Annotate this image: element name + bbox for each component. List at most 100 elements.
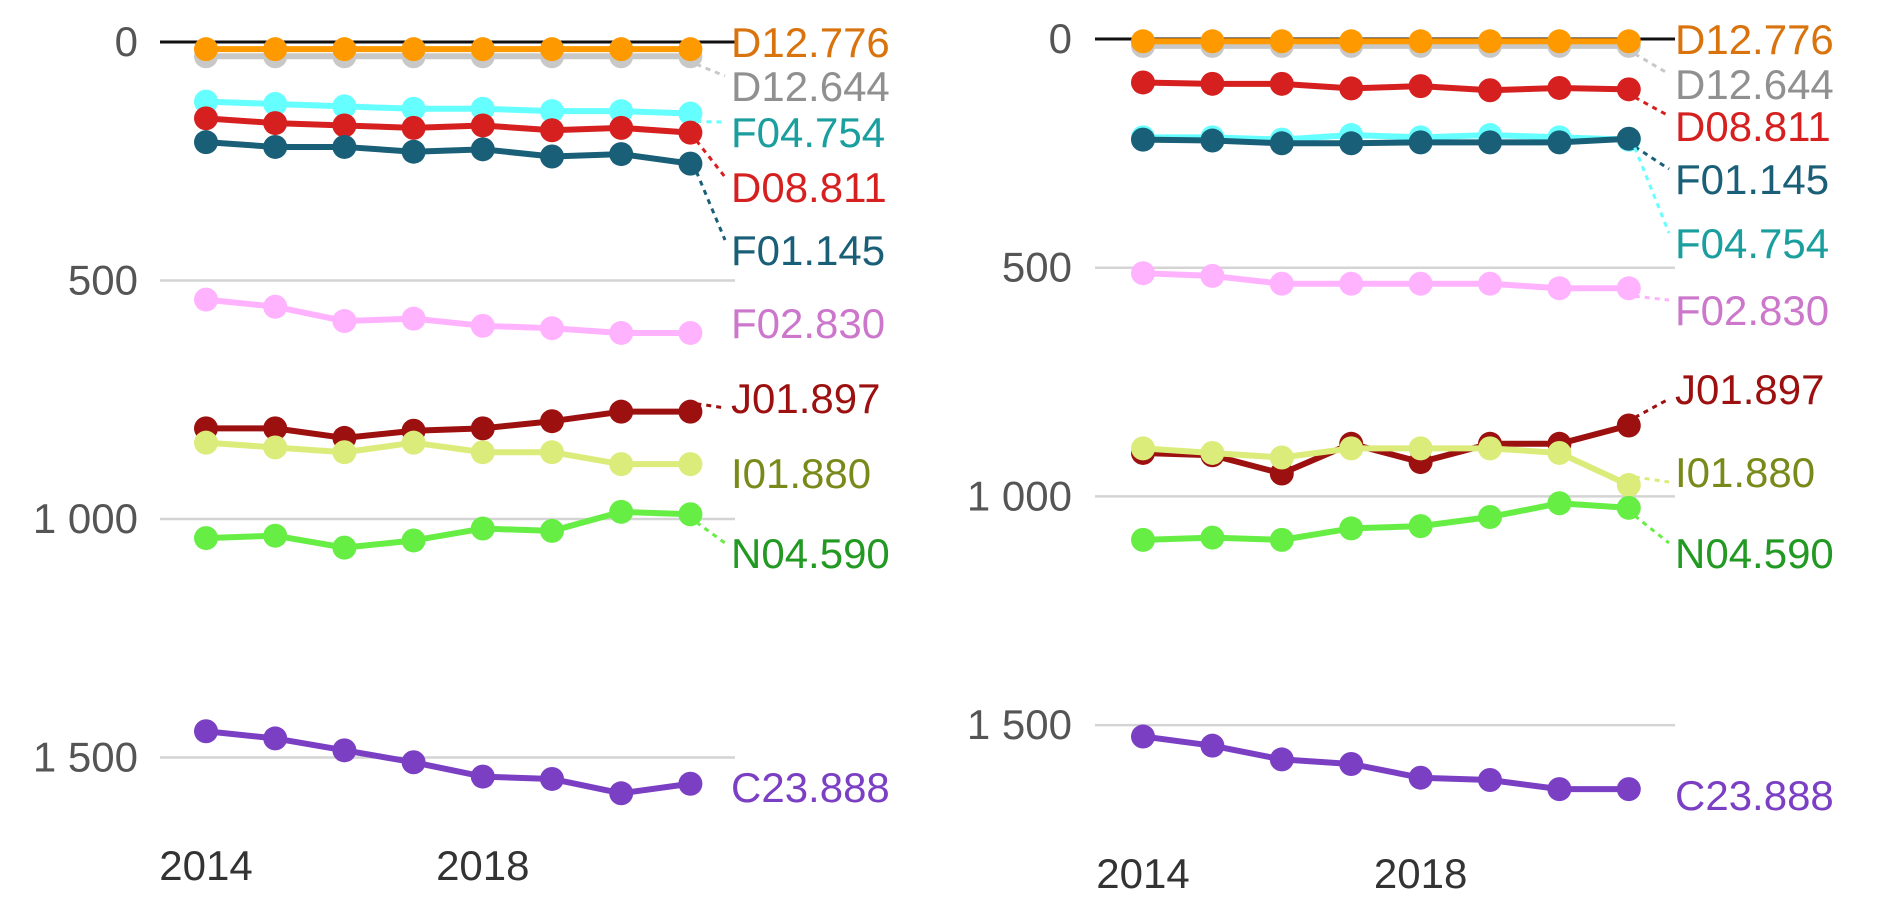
label-leader-line — [1633, 145, 1670, 171]
data-point — [470, 37, 495, 62]
data-point — [401, 96, 426, 121]
series-end-label: D08.811 — [731, 164, 887, 211]
data-point — [540, 99, 564, 124]
data-point — [470, 416, 495, 441]
chart-panel-2: 0 500 1 000 1 500 2014 2018 D12.776D12.644D08.… — [967, 15, 1834, 897]
data-point — [1269, 747, 1294, 772]
data-point — [1200, 525, 1225, 550]
series-I01.880 — [1131, 436, 1641, 497]
data-point — [401, 430, 426, 455]
data-point — [609, 399, 634, 424]
data-point — [1131, 29, 1155, 54]
data-point — [1269, 527, 1294, 552]
series-F02.830 — [194, 287, 703, 345]
label-leader-line — [695, 521, 726, 545]
data-point — [263, 111, 288, 136]
label-leader-line — [1634, 397, 1670, 419]
data-point — [609, 499, 634, 524]
data-point — [263, 294, 288, 319]
data-point — [678, 452, 703, 477]
data-point — [263, 92, 288, 117]
data-point — [332, 94, 357, 119]
data-point — [194, 130, 218, 155]
label-leader-line — [695, 62, 726, 78]
label-leader-line — [696, 402, 726, 410]
data-point — [1616, 472, 1641, 497]
data-point — [263, 435, 288, 460]
series-end-label: D12.776 — [731, 19, 890, 66]
data-point — [1408, 514, 1433, 539]
label-leader-line — [695, 139, 727, 178]
data-point — [401, 139, 426, 164]
y-tick-label: 1 500 — [33, 734, 138, 781]
series-end-label: F01.145 — [1675, 156, 1829, 203]
data-point — [1200, 263, 1225, 288]
series-end-label: F01.145 — [731, 227, 885, 274]
series-C23.888 — [194, 719, 703, 806]
data-point — [1200, 29, 1225, 54]
data-point — [540, 518, 564, 543]
series-N04.590 — [194, 499, 703, 560]
data-point — [401, 306, 426, 331]
data-point — [470, 516, 495, 541]
x-tick-label: 2014 — [159, 842, 252, 889]
data-point — [470, 137, 495, 162]
y-tick-label: 0 — [1049, 15, 1072, 62]
data-point — [1616, 777, 1641, 802]
series-end-label: N04.590 — [1675, 530, 1834, 577]
data-point — [1547, 130, 1572, 155]
data-point — [1616, 29, 1641, 54]
series-F01.145 — [1131, 126, 1641, 156]
data-point — [194, 287, 218, 312]
data-point — [609, 37, 634, 62]
data-point — [1339, 76, 1364, 101]
data-point — [1269, 445, 1294, 470]
data-point — [1200, 440, 1225, 465]
data-point — [1131, 127, 1155, 152]
data-point — [470, 764, 495, 789]
data-point — [678, 120, 703, 145]
data-point — [470, 96, 495, 121]
data-point — [1478, 130, 1502, 155]
data-point — [332, 440, 357, 465]
data-point — [194, 37, 218, 62]
data-point — [1131, 436, 1155, 461]
data-point — [540, 144, 564, 169]
series-end-label: C23.888 — [1675, 772, 1834, 819]
series-end-label: D08.811 — [1675, 103, 1831, 150]
data-point — [1616, 126, 1641, 151]
y-tick-label: 1 000 — [33, 495, 138, 542]
label-leader-line — [1634, 52, 1670, 76]
data-point — [1408, 74, 1433, 99]
data-point — [1269, 131, 1294, 156]
data-point — [1339, 436, 1364, 461]
data-point — [1478, 78, 1502, 103]
data-point — [263, 416, 288, 441]
data-point — [1478, 504, 1502, 529]
data-point — [1131, 261, 1155, 286]
series-end-label: N04.590 — [731, 530, 890, 577]
data-point — [194, 719, 218, 744]
x-tick-label: 2018 — [1374, 850, 1467, 897]
data-point — [1547, 276, 1572, 301]
series-end-label: C23.888 — [731, 764, 890, 811]
data-point — [332, 113, 357, 138]
series-end-label: F04.754 — [1675, 220, 1829, 267]
series-D12.776 — [1131, 29, 1641, 54]
data-point — [1616, 276, 1641, 301]
data-point — [609, 781, 634, 806]
data-point — [470, 313, 495, 338]
data-point — [263, 37, 288, 62]
series-C23.888 — [1131, 724, 1641, 802]
series-F01.145 — [194, 130, 703, 176]
y-tick-label: 1 000 — [967, 472, 1072, 519]
label-leader-line — [1633, 514, 1670, 545]
data-point — [1200, 128, 1225, 153]
data-point — [1408, 29, 1433, 54]
data-point — [1131, 724, 1155, 749]
data-point — [1200, 71, 1225, 96]
data-point — [540, 118, 564, 143]
data-point — [1131, 70, 1155, 95]
data-point — [263, 726, 288, 751]
